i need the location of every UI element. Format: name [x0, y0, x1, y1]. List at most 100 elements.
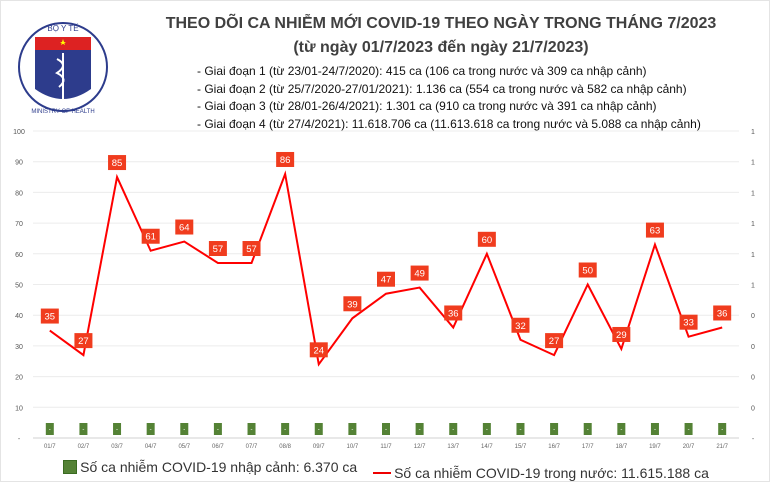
x-tick-label: 21/7	[716, 444, 728, 450]
data-label-box	[40, 308, 59, 324]
note-line: - Giai đoạn 3 (từ 28/01-26/4/2021): 1.30…	[197, 99, 657, 113]
bar-label: -	[688, 427, 690, 433]
data-label-box	[343, 296, 362, 312]
bar-label: -	[318, 427, 320, 433]
bar-label: -	[553, 427, 555, 433]
x-tick-label: 06/7	[212, 444, 224, 450]
x-tick-label: 07/7	[246, 444, 258, 450]
bar-label: -	[419, 427, 421, 433]
import-bar	[684, 423, 693, 435]
x-tick-label: 10/7	[347, 444, 359, 450]
data-label-box	[208, 241, 227, 257]
data-label: 24	[313, 345, 324, 356]
bar-label: -	[116, 427, 118, 433]
y-right-tick: 1	[751, 221, 755, 228]
import-bar	[281, 423, 290, 435]
bar-label: -	[587, 427, 589, 433]
y-left-tick: 40	[15, 313, 23, 320]
y-right-tick: 0	[751, 375, 755, 382]
data-label: 33	[683, 318, 694, 329]
y-left-tick: 50	[15, 283, 23, 290]
y-left-tick: 80	[15, 190, 23, 197]
data-label: 57	[246, 244, 257, 255]
legend-label: Số ca nhiễm COVID-19 nhập cảnh: 6.370 ca	[80, 459, 358, 475]
x-tick-label: 04/7	[145, 444, 157, 450]
bar-label: -	[351, 427, 353, 433]
data-label-box	[141, 228, 160, 244]
data-label: 85	[112, 158, 123, 169]
x-tick-label: 11/7	[380, 444, 392, 450]
chart-subtitle: (từ ngày 01/7/2023 đến ngày 21/7/2023)	[293, 39, 589, 56]
logo-text-top: BỘ Y TẾ	[47, 23, 78, 33]
y-left-tick: 90	[15, 160, 23, 167]
data-label: 27	[78, 336, 89, 347]
bar-label: -	[654, 427, 656, 433]
import-bar	[79, 423, 88, 435]
import-bar	[449, 423, 458, 435]
y-right-tick: 1	[751, 252, 755, 259]
bar-label: -	[284, 427, 286, 433]
y-left-tick: 30	[15, 344, 23, 351]
data-label: 61	[145, 232, 156, 243]
import-bar	[482, 423, 491, 435]
data-label: 64	[179, 223, 190, 234]
data-label: 60	[482, 235, 493, 246]
bar-label: -	[385, 427, 387, 433]
logo: BỘ Y TẾ MINISTRY OF HEALTH	[18, 22, 108, 115]
x-tick-label: 15/7	[515, 444, 527, 450]
legend-item-bar: Số ca nhiễm COVID-19 nhập cảnh: 6.370 ca	[63, 459, 357, 475]
x-tick-label: 19/7	[649, 444, 661, 450]
data-label-box	[679, 314, 698, 330]
y-right-tick: 0	[751, 313, 755, 320]
import-bar	[45, 423, 54, 435]
y-right-tick: 1	[751, 283, 755, 290]
data-label-box	[511, 317, 530, 333]
x-tick-label: 09/7	[313, 444, 325, 450]
import-bar	[650, 423, 659, 435]
y-right-tick: -	[752, 436, 755, 443]
data-label-box	[74, 333, 93, 349]
legend-swatch-line	[373, 472, 392, 474]
y-right-tick: 1	[751, 160, 755, 167]
x-tick-label: 20/7	[683, 444, 695, 450]
bar-label: -	[82, 427, 84, 433]
y-right-tick: 1	[751, 190, 755, 197]
note-line: - Giai đoạn 4 (từ 27/4/2021): 11.618.706…	[197, 116, 701, 131]
data-label-box	[410, 265, 429, 281]
y-left-tick: 100	[13, 129, 25, 136]
data-label: 49	[414, 269, 425, 280]
bar-label: -	[452, 427, 454, 433]
bar-label: -	[150, 427, 152, 433]
import-bar	[113, 423, 122, 435]
bar-label: -	[251, 427, 253, 433]
legend-swatch-bar	[63, 460, 78, 474]
data-label-box	[645, 222, 664, 238]
data-label-box	[309, 342, 328, 358]
data-label-box	[477, 231, 496, 247]
x-tick-label: 18/7	[615, 444, 627, 450]
import-bar	[213, 423, 222, 435]
y-left-tick: 10	[15, 405, 23, 412]
legend-item-line: Số ca nhiễm COVID-19 trong nước: 11.615.…	[373, 465, 709, 481]
import-bar	[382, 423, 390, 435]
notes: - Giai đoạn 1 (từ 23/01-24/7/2020): 415 …	[197, 63, 701, 133]
chart-title: THEO DÕI CA NHIỄM MỚI COVID-19 THEO NGÀY…	[165, 15, 717, 32]
data-label: 27	[549, 336, 560, 347]
data-label: 36	[717, 308, 728, 319]
domestic-line	[49, 170, 723, 367]
data-label: 47	[381, 275, 392, 286]
data-label: 32	[515, 321, 526, 332]
legend: Số ca nhiễm COVID-19 nhập cảnh: 6.370 ca…	[1, 459, 769, 481]
data-label-box	[444, 305, 463, 321]
legend-label: Số ca nhiễm COVID-19 trong nước: 11.615.…	[394, 465, 709, 481]
logo-text-bottom: MINISTRY OF HEALTH	[31, 109, 94, 115]
import-bar	[550, 423, 559, 435]
import-bar	[415, 423, 424, 435]
bar-label: -	[620, 427, 622, 433]
data-label-box	[276, 151, 295, 167]
x-tick-label: 14/7	[481, 444, 493, 450]
x-tick-label: 08/8	[279, 444, 291, 450]
note-line: - Giai đoạn 2 (từ 25/7/2020-27/01/2021):…	[197, 81, 687, 96]
data-label: 63	[650, 226, 661, 237]
